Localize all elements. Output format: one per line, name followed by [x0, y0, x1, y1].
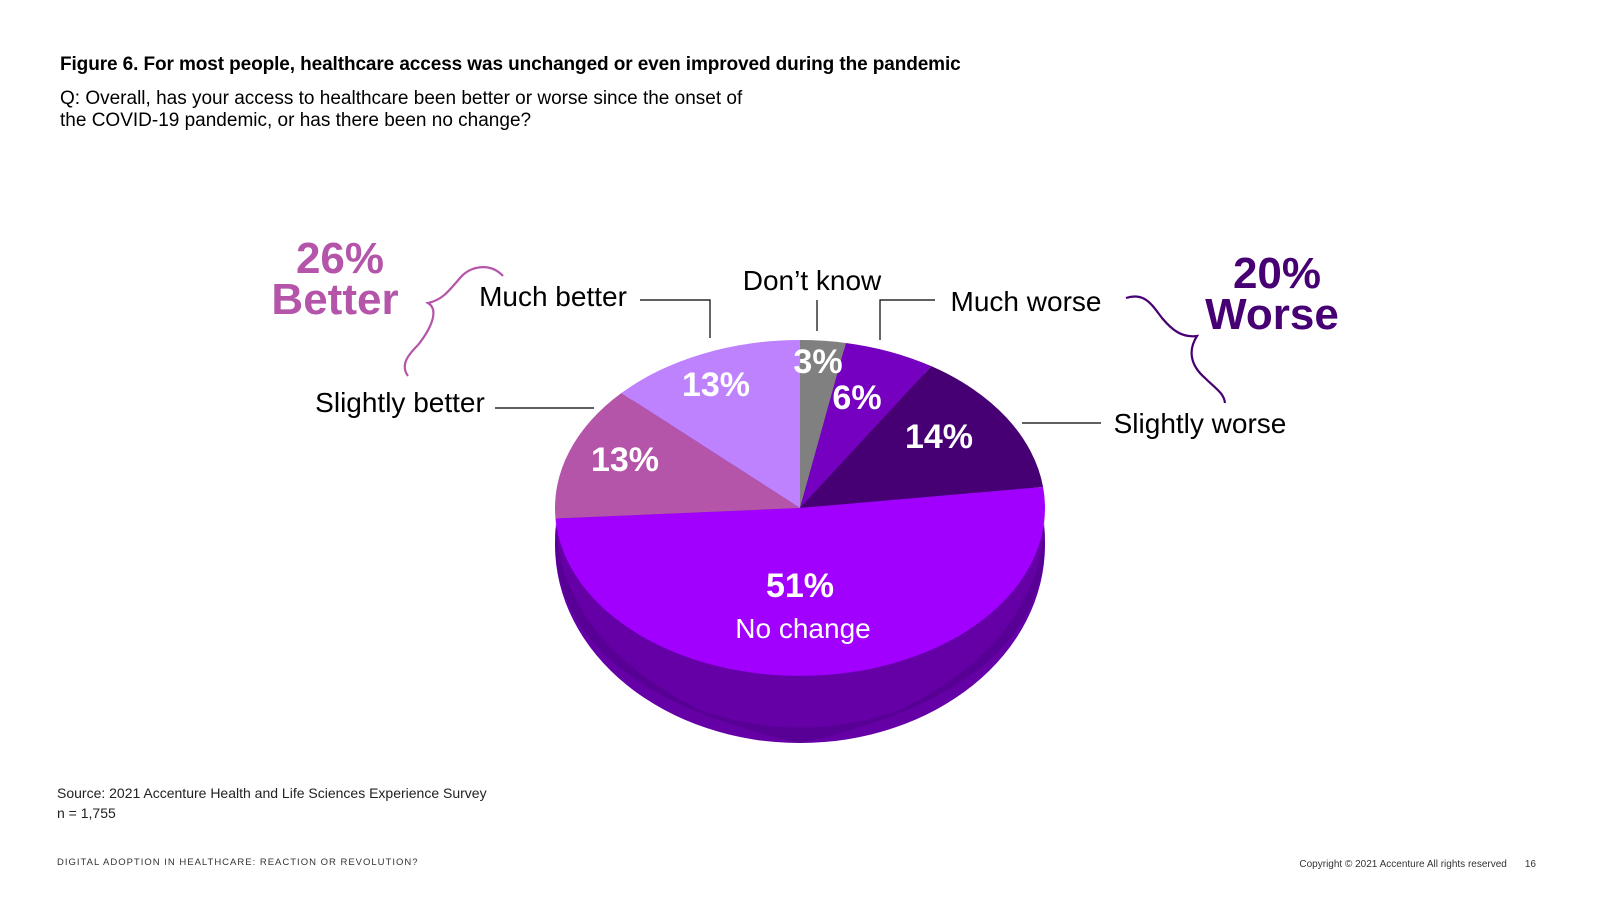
sample-size: n = 1,755	[57, 805, 116, 821]
pie-slice-no-change	[555, 486, 1045, 676]
label-dont-know: Don’t know	[743, 265, 882, 296]
pie-slice-slightly-worse	[800, 366, 1044, 508]
value-label-dont-know: 3%	[793, 343, 842, 381]
value-label-much-better: 13%	[682, 366, 750, 404]
copyright: Copyright © 2021 Accenture All rights re…	[1299, 859, 1507, 870]
label-much-better: Much better	[479, 281, 627, 312]
footer-right: Copyright © 2021 Accenture All rights re…	[1299, 859, 1536, 870]
label-much-worse: Much worse	[951, 286, 1102, 317]
source-note: Source: 2021 Accenture Health and Life S…	[57, 783, 487, 823]
value-label-slightly-worse: 14%	[905, 418, 973, 456]
worse-group-percent: 20%	[1233, 249, 1321, 298]
pie-slice-slightly-better	[554, 393, 800, 519]
leader-much-better	[640, 299, 711, 338]
source-line: Source: 2021 Accenture Health and Life S…	[57, 785, 487, 801]
leader-much-worse	[879, 299, 935, 340]
pie-slices	[554, 340, 1045, 676]
better-group-label: Better	[271, 275, 398, 324]
value-label-no-change: 51%	[766, 567, 834, 605]
worse-group-label: Worse	[1205, 290, 1339, 339]
survey-question: Q: Overall, has your access to healthcar…	[60, 88, 840, 132]
page-number: 16	[1524, 859, 1536, 870]
better-brace	[403, 266, 504, 377]
label-slightly-better: Slightly better	[315, 387, 485, 418]
worse-brace	[1125, 295, 1227, 404]
value-label-much-worse: 6%	[832, 379, 881, 417]
pie-slice-much-better	[621, 340, 800, 508]
better-group-percent: 26%	[296, 234, 384, 283]
question-line-2: the COVID-19 pandemic, or has there been…	[60, 110, 532, 131]
label-slightly-worse: Slightly worse	[1114, 408, 1287, 439]
question-line-1: Q: Overall, has your access to healthcar…	[60, 88, 743, 109]
center-label-no-change: No change	[735, 613, 870, 644]
pie-slice-much-worse	[800, 342, 932, 508]
report-title-footer: DIGITAL ADOPTION IN HEALTHCARE: REACTION…	[57, 857, 419, 868]
value-label-slightly-better: 13%	[591, 441, 659, 479]
figure-title: Figure 6. For most people, healthcare ac…	[60, 54, 961, 75]
pie-slice-don-t-know	[800, 340, 846, 508]
